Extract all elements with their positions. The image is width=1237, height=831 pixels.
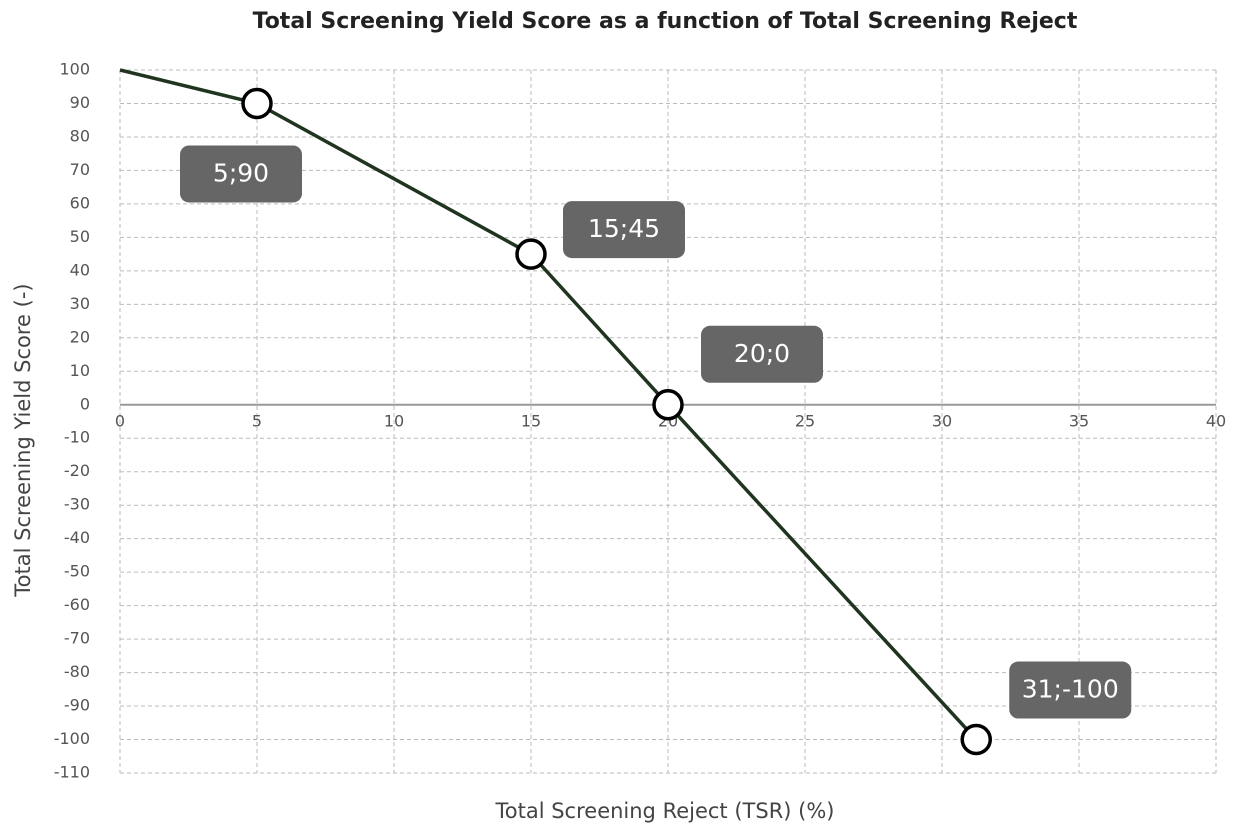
y-axis-label: Total Screening Yield Score (-) [11, 283, 35, 597]
x-tick-label: 0 [115, 411, 125, 430]
y-tick-label: 90 [70, 93, 90, 112]
y-tick-label: 70 [70, 160, 90, 179]
y-tick-label: -100 [54, 729, 90, 748]
x-axis-label: Total Screening Reject (TSR) (%) [495, 799, 835, 823]
x-tick-label: 15 [521, 411, 541, 430]
marker [241, 87, 273, 120]
marker [960, 723, 992, 756]
x-tick-label: 5 [252, 411, 262, 430]
y-tick-label: -40 [64, 528, 90, 547]
data-label: 5;90 [213, 158, 269, 187]
data-label-box [1009, 661, 1132, 719]
y-tick-label: 80 [70, 126, 90, 145]
y-tick-label: 20 [70, 327, 90, 346]
y-tick-label: -20 [64, 461, 90, 480]
y-tick-label: 40 [70, 260, 90, 279]
x-tick-label: 40 [1206, 411, 1226, 430]
chart-title: Total Screening Yield Score as a functio… [253, 9, 1078, 34]
marker [652, 389, 684, 421]
x-tick-label: 10 [384, 411, 404, 430]
x-tick-label: 25 [795, 411, 815, 430]
data-label-box [180, 145, 302, 203]
y-tick-label: -80 [64, 662, 90, 681]
x-tick-label: 30 [932, 411, 952, 430]
x-tick-label: 35 [1069, 411, 1089, 430]
marker [515, 238, 547, 270]
y-tick-label: 60 [70, 193, 90, 212]
y-tick-label: 10 [70, 361, 90, 380]
y-tick-label: -50 [64, 562, 90, 581]
data-label-box [701, 325, 823, 383]
y-tick-label: -70 [64, 629, 90, 648]
data-label: 31;-100 [1022, 675, 1119, 704]
y-tick-label: 30 [70, 294, 90, 313]
y-tick-label: 100 [59, 60, 90, 79]
y-tick-label: -110 [54, 763, 90, 782]
y-tick-label: -60 [64, 595, 90, 614]
y-tick-label: -10 [64, 428, 90, 447]
y-tick-label: -90 [64, 696, 90, 715]
y-tick-label: -30 [64, 495, 90, 514]
y-tick-label: 0 [80, 394, 90, 413]
data-label: 20;0 [734, 339, 790, 368]
data-label-box [563, 201, 685, 259]
data-label: 15;45 [588, 214, 660, 243]
y-tick-label: 50 [70, 227, 90, 246]
